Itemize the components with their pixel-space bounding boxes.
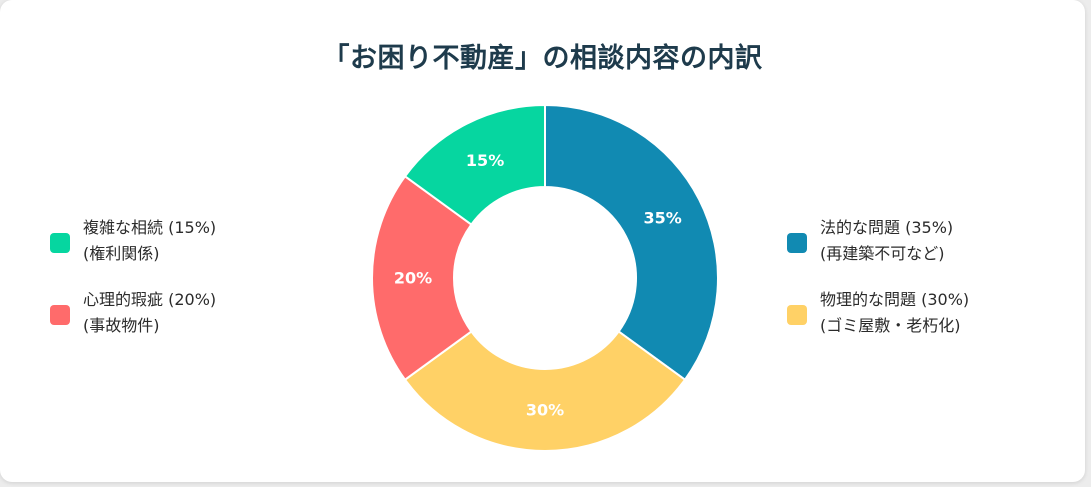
legend-sublabel-physical: (ゴミ屋敷・老朽化): [820, 316, 961, 335]
legend-label-inheritance: 複雑な相続 (15%): [83, 218, 217, 237]
slice-physical[interactable]: [403, 330, 687, 452]
legend-label-psychological: 心理的瑕疵 (20%): [83, 290, 217, 309]
legend-swatch-inheritance: [50, 233, 70, 253]
legend-swatch-psychological: [50, 305, 70, 325]
legend-label-physical: 物理的な問題 (30%): [820, 290, 970, 309]
slice-label-psychological: 20%: [394, 269, 432, 288]
legend-sublabel-psychological: (事故物件): [83, 316, 160, 335]
slice-label-physical: 30%: [526, 401, 564, 420]
chart-title: 「お困り不動産」の相談内容の内訳: [322, 43, 763, 74]
slice-inheritance[interactable]: [403, 103, 546, 226]
legend-sublabel-legal: (再建築不可など): [820, 244, 945, 263]
legend-label-legal: 法的な問題 (35%): [820, 218, 954, 237]
legend-sublabel-inheritance: (権利関係): [83, 244, 160, 263]
legend-swatch-legal: [787, 233, 807, 253]
slice-label-legal: 35%: [643, 209, 681, 228]
legend-swatch-physical: [787, 305, 807, 325]
slice-legal[interactable]: [544, 103, 719, 382]
slice-psychological[interactable]: [371, 174, 473, 382]
slice-label-inheritance: 15%: [466, 151, 504, 170]
